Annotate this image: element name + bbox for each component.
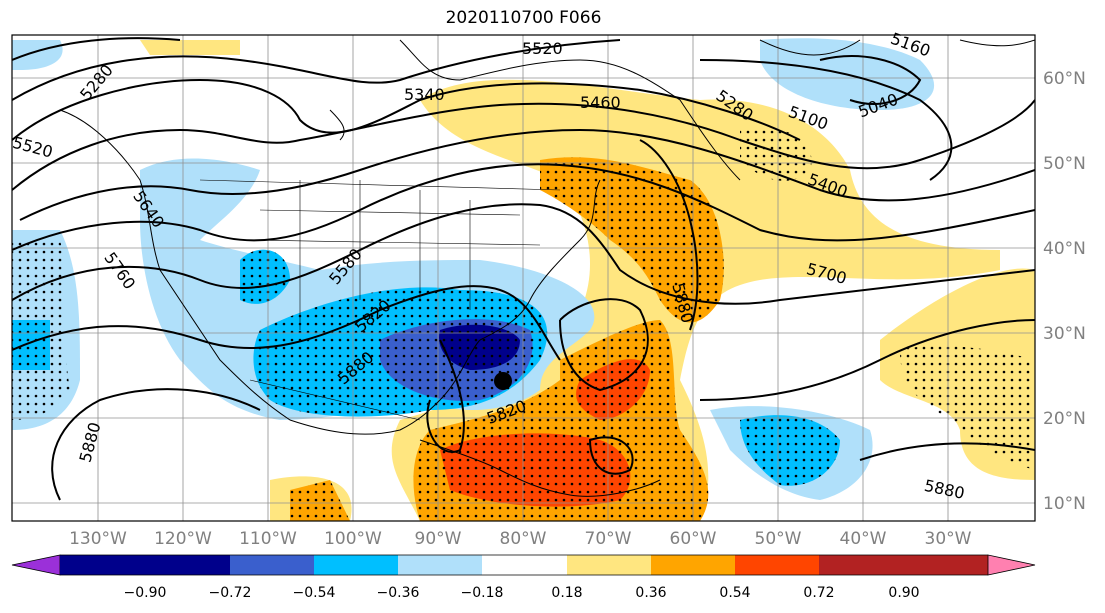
colorbar-segment	[314, 555, 398, 575]
graticule	[12, 35, 1035, 521]
colorbar-tick: −0.54	[293, 585, 336, 601]
coastlines	[59, 39, 1035, 497]
lat-label: 30°N	[1043, 324, 1086, 344]
colorbar-max-arrow	[987, 554, 1036, 576]
colorbar-segment	[904, 555, 988, 575]
lon-label: 80°W	[500, 529, 547, 549]
lat-label: 40°N	[1043, 239, 1086, 259]
lon-label: 100°W	[324, 529, 382, 549]
storm-center-marker	[494, 372, 512, 390]
contour-label: 5520	[522, 39, 563, 58]
colorbar-min-arrow	[11, 554, 61, 576]
colorbar-tick: 0.72	[803, 585, 834, 601]
colorbar-tick: 0.18	[551, 585, 582, 601]
colorbar-segment	[735, 555, 819, 575]
lon-label: 50°W	[755, 529, 802, 549]
colorbar-segment	[145, 555, 230, 575]
colorbar-tick: −0.72	[209, 585, 252, 601]
colorbar-tick: 0.54	[719, 585, 750, 601]
colorbar-tick: −0.90	[124, 585, 167, 601]
lon-label: 110°W	[239, 529, 297, 549]
lat-label: 50°N	[1043, 154, 1086, 174]
lon-label: 60°W	[670, 529, 717, 549]
contour-label: 5460	[580, 93, 621, 112]
colorbar-segment	[398, 555, 482, 575]
map-frame	[11, 34, 1036, 522]
lon-label: 90°W	[415, 529, 462, 549]
height-contours	[12, 37, 1035, 501]
lat-label: 10°N	[1043, 494, 1086, 514]
lon-label: 40°W	[840, 529, 887, 549]
lon-label: 70°W	[585, 529, 632, 549]
contour-label: 5340	[404, 85, 445, 104]
lon-label: 30°W	[925, 529, 972, 549]
lon-label: 130°W	[69, 529, 127, 549]
lon-label: 120°W	[154, 529, 212, 549]
significance-stippling	[12, 127, 1035, 521]
map-panel	[12, 35, 1035, 521]
longitude-labels: 130°W 120°W 110°W 100°W 90°W 80°W 70°W 6…	[69, 529, 972, 549]
colorbar-tick: −0.18	[461, 585, 504, 601]
colorbar-segment	[819, 555, 904, 575]
latitude-labels: 60°N 50°N 40°N 30°N 20°N 10°N	[1043, 69, 1086, 514]
colorbar-segment	[60, 555, 145, 575]
colorbar: −0.90 −0.72 −0.54 −0.36 −0.18 0.18 0.36 …	[11, 554, 1036, 601]
lat-label: 60°N	[1043, 69, 1086, 89]
colorbar-tick: 0.90	[888, 585, 919, 601]
colorbar-segment	[230, 555, 314, 575]
colorbar-segment	[567, 555, 651, 575]
lat-label: 20°N	[1043, 409, 1086, 429]
colorbar-tick: −0.36	[377, 585, 420, 601]
colorbar-tick: 0.36	[635, 585, 666, 601]
colorbar-segment	[482, 555, 567, 575]
political-borders	[199, 179, 561, 421]
map-title: 2020110700 F066	[445, 8, 602, 28]
colorbar-segment	[651, 555, 735, 575]
